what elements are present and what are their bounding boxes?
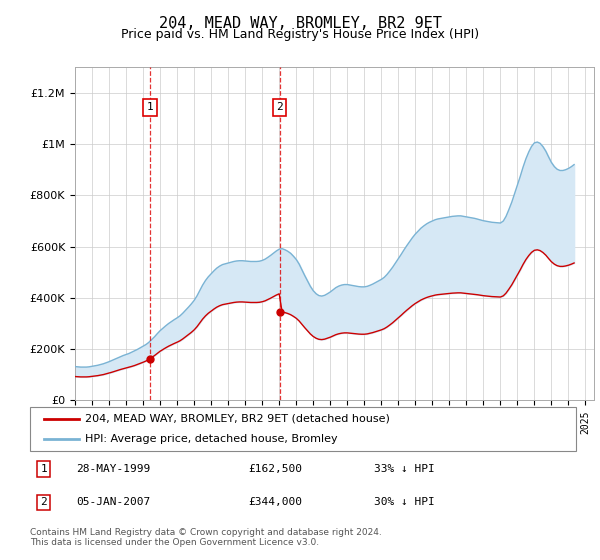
Text: £344,000: £344,000 [248, 497, 302, 507]
Text: 05-JAN-2007: 05-JAN-2007 [76, 497, 151, 507]
Text: HPI: Average price, detached house, Bromley: HPI: Average price, detached house, Brom… [85, 434, 337, 444]
Text: 30% ↓ HPI: 30% ↓ HPI [374, 497, 435, 507]
Text: 204, MEAD WAY, BROMLEY, BR2 9ET (detached house): 204, MEAD WAY, BROMLEY, BR2 9ET (detache… [85, 414, 389, 424]
Text: 2: 2 [276, 102, 283, 112]
Text: 2: 2 [40, 497, 47, 507]
Text: Contains HM Land Registry data © Crown copyright and database right 2024.
This d: Contains HM Land Registry data © Crown c… [30, 528, 382, 547]
Text: £162,500: £162,500 [248, 464, 302, 474]
Text: 1: 1 [146, 102, 153, 112]
Text: 1: 1 [40, 464, 47, 474]
Text: 33% ↓ HPI: 33% ↓ HPI [374, 464, 435, 474]
Text: 28-MAY-1999: 28-MAY-1999 [76, 464, 151, 474]
Text: Price paid vs. HM Land Registry's House Price Index (HPI): Price paid vs. HM Land Registry's House … [121, 28, 479, 41]
Text: 204, MEAD WAY, BROMLEY, BR2 9ET: 204, MEAD WAY, BROMLEY, BR2 9ET [158, 16, 442, 31]
